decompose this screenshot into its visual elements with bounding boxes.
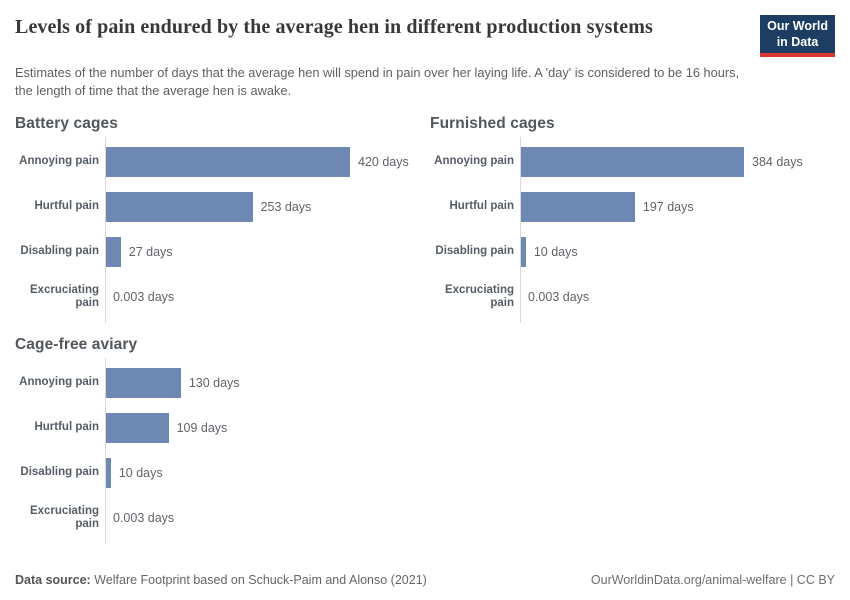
owid-logo[interactable]: Our World in Data — [760, 15, 835, 58]
bar-row: Excruciating pain 0.003 days — [15, 496, 420, 541]
chart-subtitle: Estimates of the number of days that the… — [15, 65, 740, 99]
value-label: 0.003 days — [113, 511, 175, 526]
chart-heading: Battery cages — [15, 114, 118, 132]
bar-row: Hurtful pain 253 days — [15, 185, 420, 230]
bar-row: Annoying pain 420 days — [15, 140, 420, 185]
value-label: 130 days — [188, 376, 240, 391]
logo-line-1: Our World — [767, 19, 828, 33]
bar — [520, 192, 635, 223]
chart-heading: Furnished cages — [430, 114, 555, 132]
category-label: Annoying pain — [19, 155, 99, 168]
bar — [520, 237, 526, 268]
data-source-text: Welfare Footprint based on Schuck-Paim a… — [94, 573, 427, 587]
data-source-label: Data source: — [15, 573, 91, 587]
category-label: Hurtful pain — [449, 200, 514, 213]
bar — [105, 368, 181, 399]
bar-row: Disabling pain 10 days — [15, 451, 420, 496]
bar-row: Annoying pain 130 days — [15, 361, 420, 406]
bar-row: Excruciating pain 0.003 days — [15, 275, 420, 320]
data-source: Data source: Welfare Footprint based on … — [15, 573, 427, 587]
page-title: Levels of pain endured by the average he… — [15, 16, 653, 38]
chart-footer: Data source: Welfare Footprint based on … — [15, 573, 835, 587]
value-label: 253 days — [260, 200, 312, 215]
value-label: 10 days — [118, 466, 163, 481]
charts-grid: Battery cages Annoying pain 420 days Hurtfu… — [15, 114, 835, 544]
bar — [520, 147, 744, 178]
category-label: Disabling pain — [20, 466, 99, 479]
bar — [105, 413, 169, 444]
bar-row: Excruciating pain 0.003 days — [430, 275, 835, 320]
footer-right: OurWorldinData.org/animal-welfare | CC B… — [591, 573, 835, 587]
bar — [105, 192, 253, 223]
value-label: 384 days — [752, 155, 803, 170]
category-label: Hurtful pain — [34, 421, 99, 434]
bar-row: Disabling pain 27 days — [15, 230, 420, 275]
footer-license: CC BY — [796, 573, 835, 587]
category-label: Disabling pain — [20, 245, 99, 258]
chart-battery-cages: Battery cages Annoying pain 420 days Hurtfu… — [15, 114, 420, 323]
bar-row: Hurtful pain 109 days — [15, 406, 420, 451]
footer-separator: | — [790, 573, 794, 587]
value-label: 27 days — [128, 245, 173, 260]
bar-row: Disabling pain 10 days — [430, 230, 835, 275]
category-label: Annoying pain — [19, 376, 99, 389]
category-label: Disabling pain — [435, 245, 514, 258]
value-label: 10 days — [533, 245, 578, 260]
footer-link[interactable]: OurWorldinData.org/animal-welfare — [590, 573, 787, 587]
bar — [105, 237, 121, 268]
bar-row: Annoying pain 384 days — [430, 140, 835, 185]
chart-furnished-cages: Furnished cages Annoying pain 384 days Hurt… — [430, 114, 835, 323]
category-label: Hurtful pain — [34, 200, 99, 213]
bar-rows: Annoying pain 130 days Hurtful pain 109 day… — [15, 357, 420, 544]
logo-line-2: in Data — [776, 34, 819, 49]
category-label: Annoying pain — [434, 155, 514, 168]
chart-heading: Cage-free aviary — [15, 335, 138, 353]
bar — [105, 147, 350, 178]
value-label: 197 days — [642, 200, 694, 215]
category-label: Excruciating pain — [29, 283, 99, 310]
bar-row: Hurtful pain 197 days — [430, 185, 835, 230]
chart-header: Levels of pain endured by the average he… — [15, 14, 835, 101]
value-label: 0.003 days — [113, 290, 175, 305]
value-label: 0.003 days — [528, 290, 590, 305]
category-label: Excruciating pain — [444, 283, 514, 310]
bar-rows: Annoying pain 420 days Hurtful pain 253 day… — [15, 136, 420, 323]
chart-cage-free-aviary: Cage-free aviary Annoying pain 130 days Hur… — [15, 335, 420, 544]
value-label: 420 days — [358, 155, 409, 170]
value-label: 109 days — [176, 421, 228, 436]
bar — [105, 458, 111, 489]
bar-rows: Annoying pain 384 days Hurtful pain 197 day… — [430, 136, 835, 323]
category-label: Excruciating pain — [29, 504, 99, 531]
